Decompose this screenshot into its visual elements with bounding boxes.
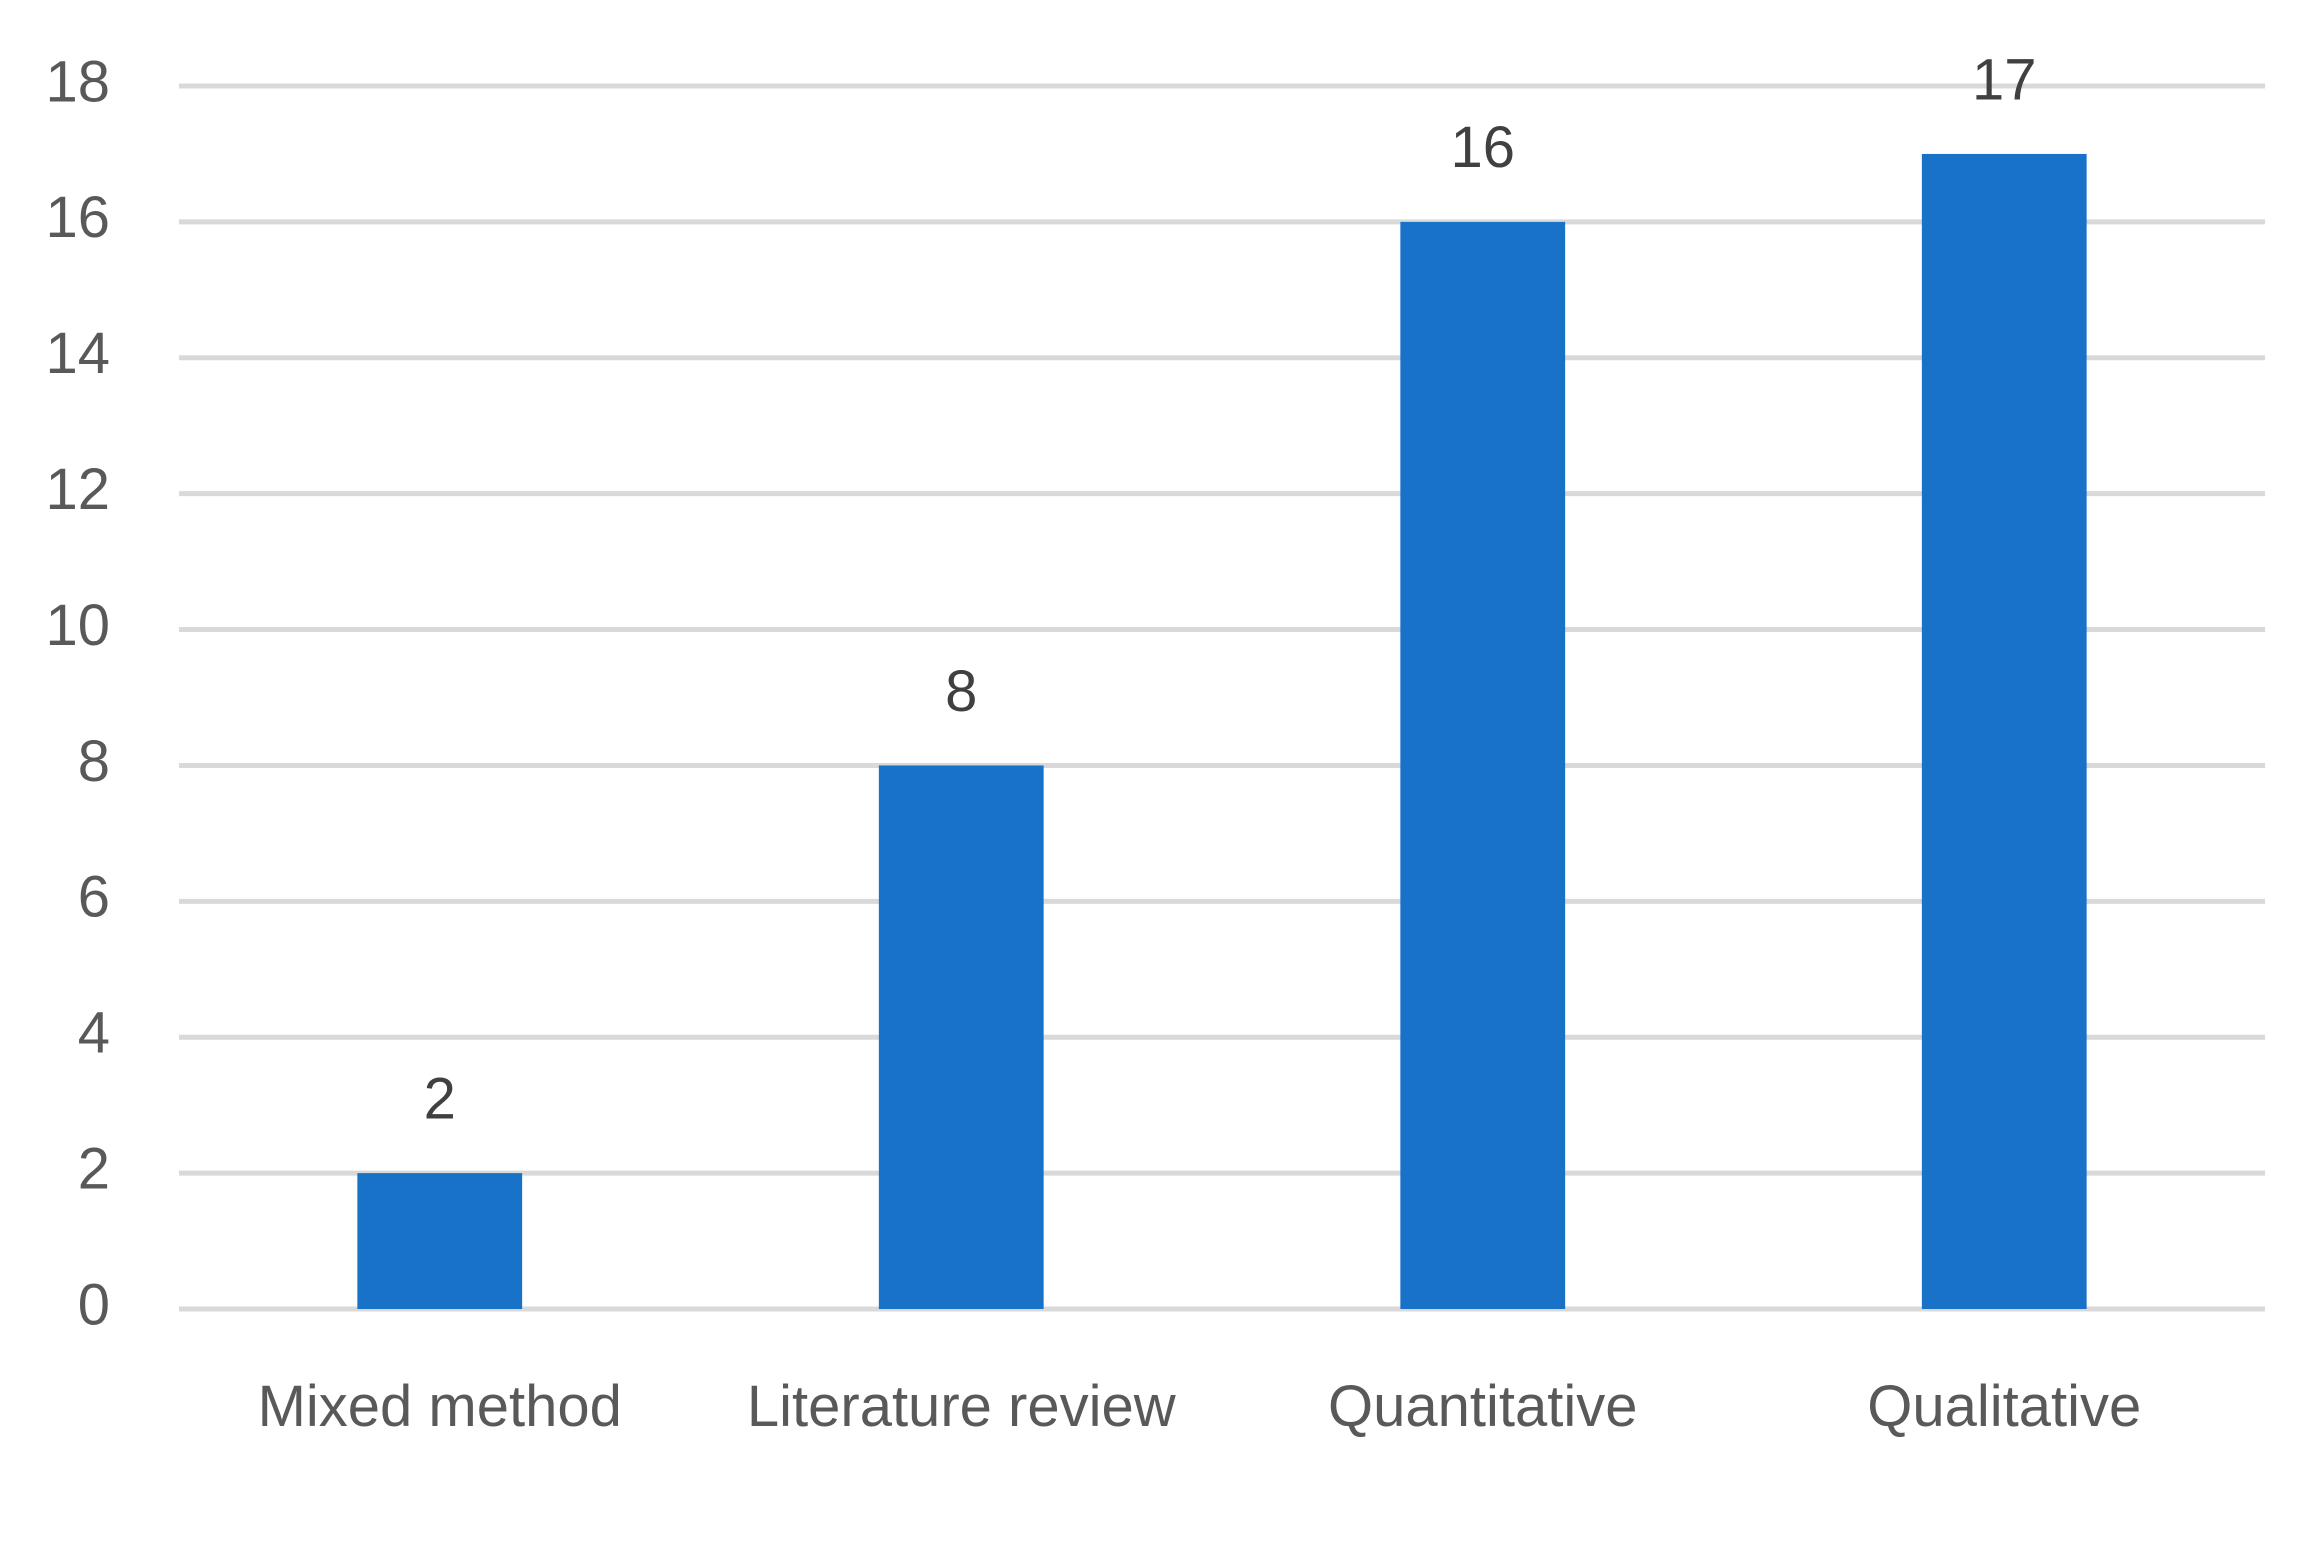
x-tick-label: Quantitative <box>1327 1374 1638 1439</box>
value-label: 16 <box>1450 115 1515 180</box>
y-tick-label: 2 <box>78 1136 110 1201</box>
y-tick-label: 16 <box>45 185 110 250</box>
y-tick-label: 8 <box>78 729 110 794</box>
y-tick-label: 0 <box>78 1272 110 1337</box>
y-tick-label: 6 <box>78 865 110 930</box>
y-tick-label: 12 <box>45 457 110 522</box>
bar <box>878 765 1044 1309</box>
y-tick-label: 18 <box>45 49 110 114</box>
bar <box>357 1173 523 1309</box>
y-tick-label: 10 <box>45 593 110 658</box>
x-tick-label: Mixed method <box>257 1374 622 1439</box>
bar <box>1400 221 1566 1309</box>
x-tick-label: Literature review <box>746 1374 1176 1439</box>
value-label: 2 <box>424 1066 456 1131</box>
bar <box>1921 153 2087 1309</box>
value-label: 17 <box>1972 47 2037 112</box>
value-label: 8 <box>945 659 977 724</box>
y-tick-label: 14 <box>45 321 110 386</box>
x-tick-label: Qualitative <box>1867 1374 2142 1439</box>
y-tick-label: 4 <box>78 1001 110 1066</box>
